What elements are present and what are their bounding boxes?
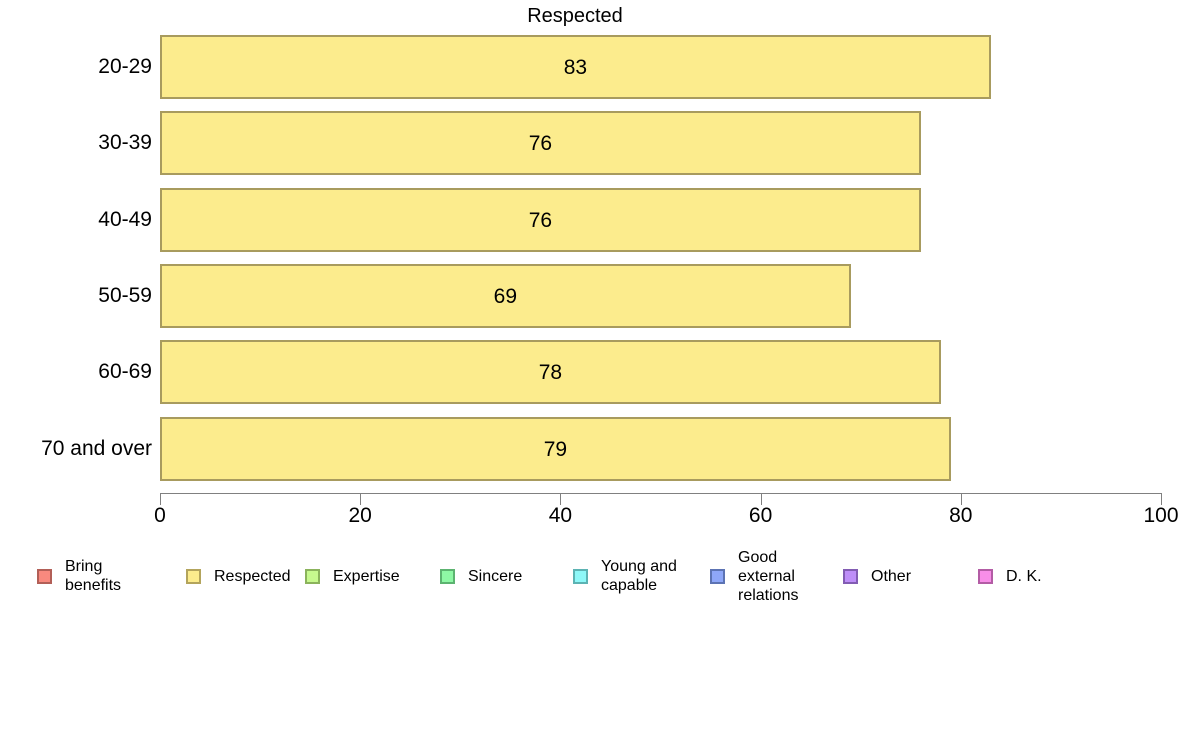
legend-swatch (305, 568, 320, 584)
legend-item: Other (843, 548, 911, 604)
x-tick-label: 20 (348, 504, 372, 527)
x-tick-label: 40 (548, 504, 573, 527)
legend-item: Respected (186, 548, 291, 604)
bar-value-label: 79 (543, 437, 568, 461)
x-tick (760, 493, 762, 505)
legend-label: Bring benefits (65, 558, 122, 594)
y-axis-label: 60-69 (98, 360, 152, 384)
y-axis-label: 20-29 (98, 55, 152, 78)
x-tick (960, 493, 962, 505)
x-tick (560, 493, 562, 505)
legend-swatch (843, 568, 858, 584)
y-axis-label: 50-59 (98, 284, 152, 307)
bar-value-label: 78 (538, 361, 563, 385)
bar-value-label: 76 (528, 208, 553, 232)
y-axis-label: 70 and over (41, 436, 152, 460)
chart-row: 40-49 76 (0, 187, 1188, 265)
bar-value-label: 69 (493, 285, 518, 308)
legend-item: Young and capable (573, 548, 677, 604)
bar: 76 (160, 187, 921, 252)
x-axis (160, 493, 1162, 494)
x-tick-label: 80 (949, 504, 973, 527)
bar: 76 (160, 111, 921, 176)
legend-label: Good external relations (738, 548, 799, 604)
legend-item: Good external relations (710, 548, 798, 604)
legend-label: D. K. (1006, 567, 1042, 585)
legend-swatch (573, 568, 588, 584)
x-tick (1161, 493, 1162, 505)
legend-swatch (440, 568, 455, 584)
chart-row: 20-29 83 (0, 35, 1188, 112)
x-tick-label: 100 (1143, 504, 1179, 527)
legend-label: Expertise (333, 567, 400, 585)
x-tick (160, 493, 161, 505)
chart-row: 30-39 76 (0, 111, 1188, 188)
bar-value-label: 76 (528, 132, 553, 156)
legend-item: Bring benefits (37, 548, 121, 604)
x-tick-label: 0 (154, 504, 166, 527)
chart-row: 60-69 78 (0, 340, 1188, 417)
chart-row: 50-59 69 (0, 264, 1188, 341)
legend-item: Expertise (305, 548, 400, 604)
bar: 83 (160, 35, 991, 99)
legend-label: Respected (214, 567, 291, 585)
legend-label: Other (871, 567, 912, 585)
x-tick (360, 493, 362, 505)
chart-title: Respected (527, 5, 623, 27)
legend-swatch (186, 568, 201, 584)
legend-label: Sincere (468, 567, 523, 585)
y-axis-label: 40-49 (98, 207, 152, 231)
legend-swatch (710, 568, 725, 584)
legend-swatch (978, 568, 993, 584)
bar-value-label: 83 (563, 56, 588, 79)
x-tick-label: 60 (748, 504, 773, 527)
legend-item: Sincere (440, 548, 522, 604)
y-axis-label: 30-39 (98, 131, 152, 155)
legend-swatch (37, 568, 52, 584)
bar: 78 (160, 340, 941, 405)
chart-row: 70 and over 79 (0, 416, 1188, 494)
legend-label: Young and capable (601, 558, 677, 594)
bar: 69 (160, 264, 851, 328)
plot-area: 20-29 83 30-39 76 40-49 76 50-59 69 60-69 78 70 an… (0, 35, 1188, 493)
bar: 79 (160, 416, 951, 481)
legend-item: D. K. (978, 548, 1042, 604)
